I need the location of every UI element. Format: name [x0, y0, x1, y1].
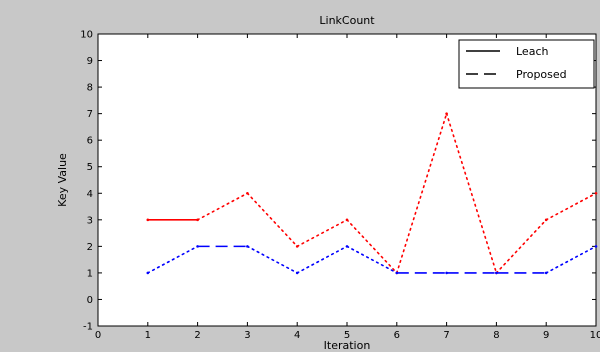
series-segment-proposed [545, 245, 597, 274]
y-tick-label: 10 [80, 30, 93, 41]
y-tick-label: 6 [87, 136, 93, 147]
y-tick-label: 4 [87, 189, 93, 200]
x-tick-label: 0 [95, 330, 101, 341]
data-point-proposed [345, 245, 349, 248]
series-segment-leach [346, 219, 398, 274]
chart-title: LinkCount [319, 14, 375, 27]
y-axis-label: Key Value [56, 153, 69, 207]
data-point-proposed [495, 271, 498, 275]
data-point-proposed [295, 271, 299, 275]
series-segment-proposed [147, 245, 199, 274]
series-segment-leach [196, 192, 249, 221]
data-point-leach [196, 218, 199, 222]
x-axis-label: Iteration [324, 339, 371, 352]
data-point-proposed [196, 245, 199, 248]
series-layer [146, 112, 598, 275]
series-segment-proposed [346, 245, 398, 274]
x-tick-label: 6 [394, 330, 400, 341]
y-tick-label: 3 [87, 215, 93, 226]
data-point-proposed [594, 245, 598, 248]
x-tick-label: 2 [194, 330, 200, 341]
series-segment-proposed [246, 245, 299, 274]
y-tick-label: 2 [87, 242, 93, 253]
legend-box [458, 39, 595, 89]
y-tick-label: -1 [83, 322, 93, 333]
data-point-proposed [146, 271, 150, 275]
data-point-proposed [544, 271, 548, 275]
y-tick-label: 8 [87, 83, 93, 94]
series-segment-leach [445, 112, 498, 274]
series-proposed [146, 245, 598, 275]
x-tick-label: 4 [294, 330, 300, 341]
series-segment-leach [495, 219, 548, 274]
y-tick-label: 1 [87, 268, 93, 279]
data-point-proposed [445, 271, 448, 275]
data-point-leach [295, 245, 299, 248]
series-segment-leach [395, 112, 448, 274]
data-point-leach [345, 218, 349, 222]
y-tick-label: 0 [87, 295, 93, 306]
data-point-proposed [246, 245, 249, 248]
data-point-leach [445, 112, 448, 115]
legend-label-proposed: Proposed [516, 68, 567, 81]
data-point-proposed [395, 271, 399, 275]
data-point-leach [246, 191, 249, 195]
series-segment-leach [296, 219, 348, 248]
legend: Leach Proposed [458, 39, 595, 89]
data-point-leach [594, 191, 598, 195]
data-point-leach [544, 218, 548, 222]
series-leach [146, 112, 598, 275]
x-tick-label: 9 [543, 330, 549, 341]
x-tick-label: 7 [443, 330, 449, 341]
series-segment-proposed [296, 245, 348, 274]
x-tick-label: 5 [344, 330, 350, 341]
series-segment-leach [545, 192, 597, 221]
y-tick-label: 5 [87, 162, 93, 173]
data-point-leach [146, 218, 150, 222]
x-tick-label: 8 [493, 330, 499, 341]
legend-label-leach: Leach [516, 45, 548, 58]
series-segment-leach [246, 192, 299, 248]
x-tick-label: 1 [145, 330, 151, 341]
x-tick-label: 10 [590, 330, 600, 341]
y-tick-label: 7 [87, 109, 93, 120]
y-tick-label: 9 [87, 56, 93, 67]
x-tick-label: 3 [244, 330, 250, 341]
